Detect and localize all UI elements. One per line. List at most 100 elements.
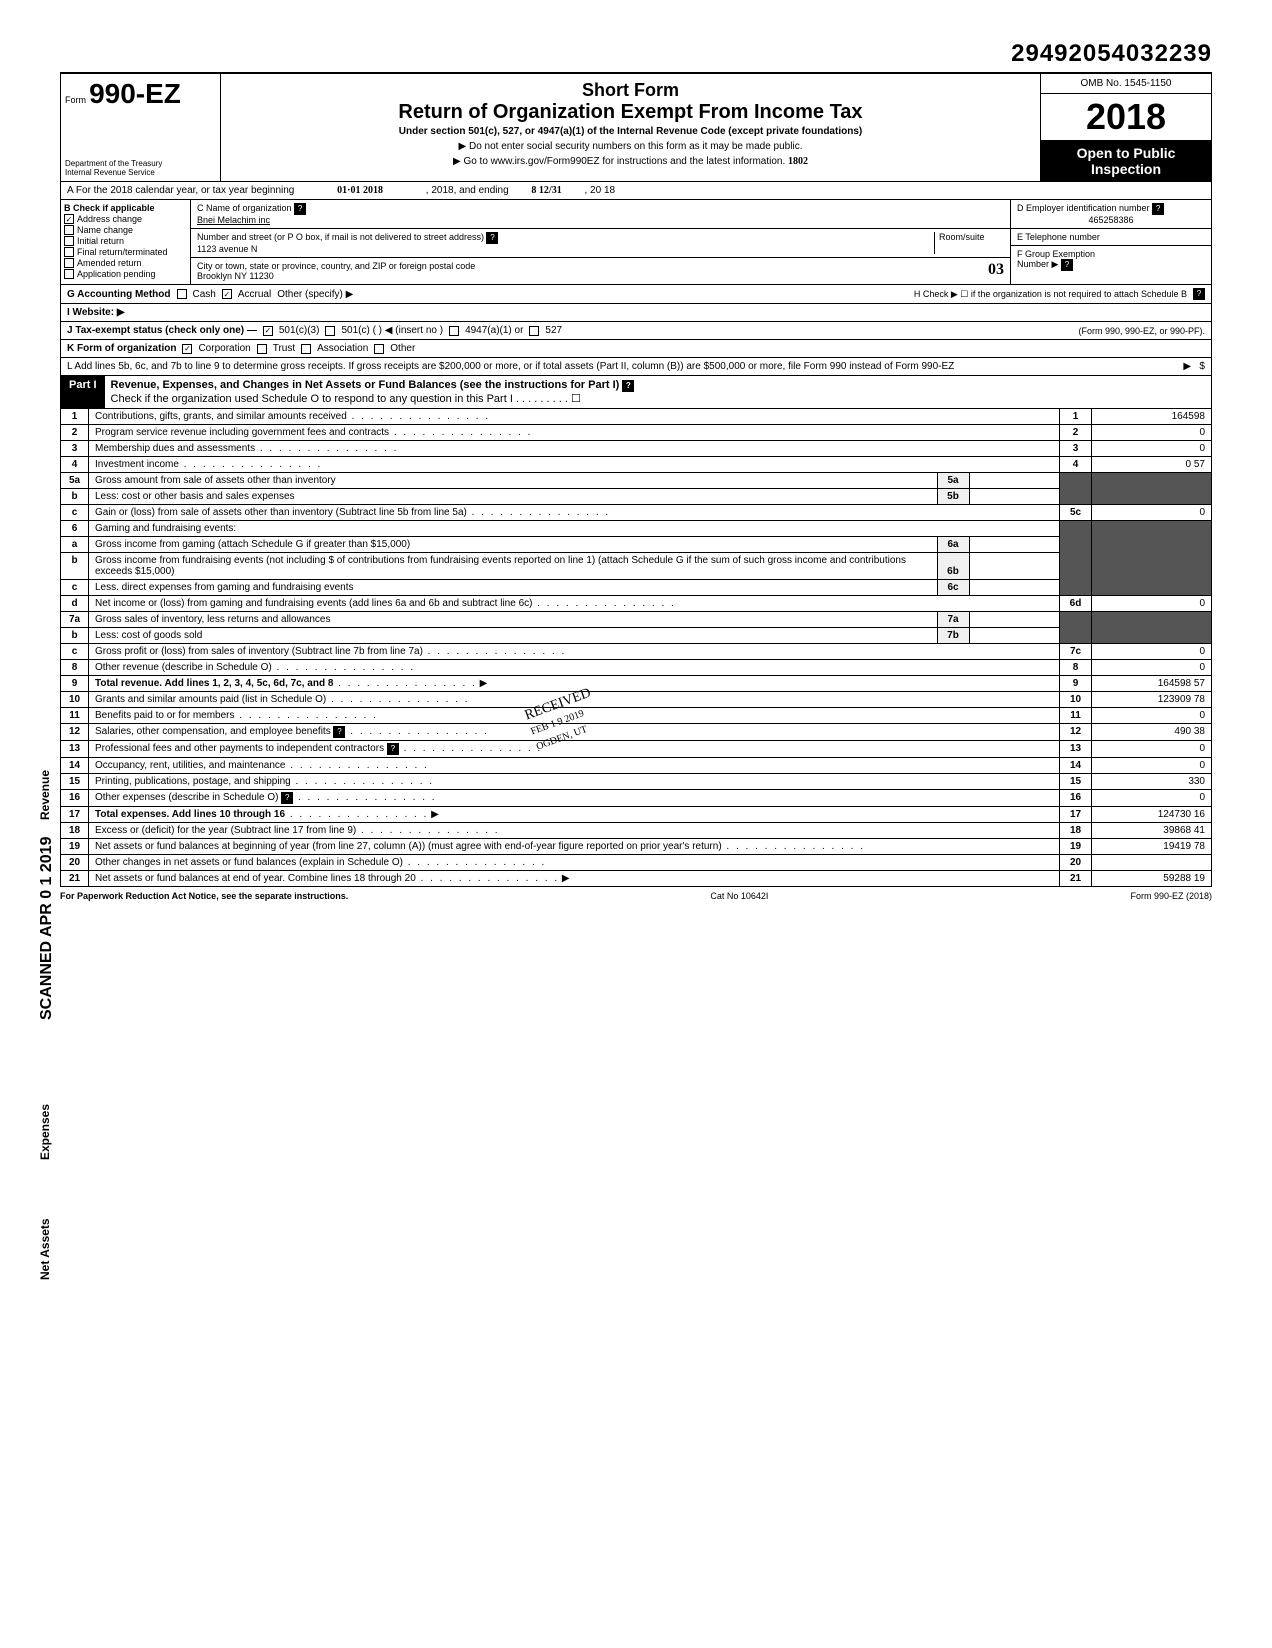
lbl-cash: Cash [193, 289, 216, 300]
sidebar-net-assets: Net Assets [38, 1218, 52, 1280]
section-b-header: B Check if applicable [64, 203, 187, 213]
line-value: 0 [1092, 644, 1212, 660]
chk-amended[interactable] [64, 258, 74, 268]
r-num: 13 [1060, 741, 1092, 758]
chk-501c[interactable] [325, 326, 335, 336]
r-num: 8 [1060, 660, 1092, 676]
group-exemption-label: F Group Exemption [1017, 249, 1095, 259]
line-num: c [61, 580, 89, 596]
line-value: 123909 78 [1092, 692, 1212, 708]
footer-left: For Paperwork Reduction Act Notice, see … [60, 891, 348, 901]
line-num: b [61, 489, 89, 505]
line-num: 8 [61, 660, 89, 676]
r-num: 7c [1060, 644, 1092, 660]
line-desc: Printing, publications, postage, and shi… [95, 776, 291, 787]
short-form-title: Short Form [231, 80, 1030, 101]
mid-num: 5a [937, 473, 969, 488]
tel-label: E Telephone number [1017, 232, 1100, 242]
chk-initial-return[interactable] [64, 236, 74, 246]
line-desc: Grants and similar amounts paid (list in… [95, 694, 326, 705]
line-value: 0 [1092, 660, 1212, 676]
mid-val [969, 489, 1059, 504]
website-label: I Website: ▶ [67, 307, 125, 318]
lbl-amended: Amended return [77, 258, 142, 268]
org-name: Bnei Melachim inc [197, 215, 270, 225]
r-num: 20 [1060, 855, 1092, 871]
help-icon[interactable]: ? [486, 232, 498, 244]
row-a: A For the 2018 calendar year, or tax yea… [60, 182, 1212, 200]
subtitle: Under section 501(c), 527, or 4947(a)(1)… [231, 126, 1030, 137]
help-icon[interactable]: ? [622, 380, 634, 392]
r-num: 3 [1060, 441, 1092, 457]
lbl-corp: Corporation [198, 343, 250, 354]
line-value: 59288 19 [1092, 871, 1212, 887]
r-num: 14 [1060, 758, 1092, 774]
chk-address-change[interactable]: ✓ [64, 214, 74, 224]
r-num: 18 [1060, 823, 1092, 839]
line-num: 15 [61, 774, 89, 790]
help-icon[interactable]: ? [1193, 288, 1205, 300]
line-num: a [61, 537, 89, 553]
line-desc: Gross income from fundraising events (no… [95, 555, 906, 577]
line-desc: Gross sales of inventory, less returns a… [95, 614, 330, 625]
hand-1802: 1802 [788, 156, 808, 167]
accounting-label: G Accounting Method [67, 289, 171, 300]
line-desc: Less: cost or other basis and sales expe… [95, 491, 295, 502]
help-icon[interactable]: ? [387, 743, 399, 755]
lbl-initial-return: Initial return [77, 236, 124, 246]
chk-4947[interactable] [449, 326, 459, 336]
chk-527[interactable] [529, 326, 539, 336]
chk-other-org[interactable] [374, 344, 384, 354]
r-num: 9 [1060, 676, 1092, 692]
help-icon[interactable]: ? [294, 203, 306, 215]
city-label: City or town, state or province, country… [197, 261, 475, 271]
chk-final-return[interactable] [64, 247, 74, 257]
form-org-label: K Form of organization [67, 343, 176, 354]
lbl-final-return: Final return/terminated [77, 247, 168, 257]
mid-val [969, 612, 1059, 627]
line-value: 490 38 [1092, 724, 1212, 741]
hand-03: 03 [988, 261, 1004, 281]
begin-date: 01·01 2018 [337, 185, 383, 196]
ein-label: D Employer identification number [1017, 203, 1150, 213]
chk-name-change[interactable] [64, 225, 74, 235]
line-num: b [61, 553, 89, 580]
r-num: 1 [1060, 409, 1092, 425]
chk-accrual[interactable]: ✓ [222, 289, 232, 299]
line-value: 164598 [1092, 409, 1212, 425]
org-name-label: C Name of organization [197, 203, 292, 213]
chk-corp[interactable]: ✓ [182, 344, 192, 354]
line-num: 13 [61, 741, 89, 758]
city: Brooklyn NY 11230 [197, 271, 274, 281]
r-num: 17 [1060, 807, 1092, 823]
line-desc: Excess or (deficit) for the year (Subtra… [95, 825, 356, 836]
help-icon[interactable]: ? [1152, 203, 1164, 215]
chk-pending[interactable] [64, 269, 74, 279]
line-desc: Less. direct expenses from gaming and fu… [95, 582, 353, 593]
goto-instr: ▶ Go to www.irs.gov/Form990EZ for instru… [453, 156, 785, 167]
addr-label: Number and street (or P O box, if mail i… [197, 232, 484, 242]
chk-501c3[interactable]: ✓ [263, 326, 273, 336]
line-value: 164598 57 [1092, 676, 1212, 692]
r-num: 16 [1060, 790, 1092, 807]
line-desc: Gaming and fundraising events: [89, 521, 1060, 537]
chk-trust[interactable] [257, 344, 267, 354]
r-num: 19 [1060, 839, 1092, 855]
line-num: 3 [61, 441, 89, 457]
line-value: 0 [1092, 505, 1212, 521]
form-number: 990-EZ [89, 78, 181, 109]
mid-num: 7b [937, 628, 969, 643]
r-num: 2 [1060, 425, 1092, 441]
lbl-501c3: 501(c)(3) [279, 325, 320, 336]
open-public: Open to Public [1045, 145, 1207, 161]
line-desc: Program service revenue including govern… [95, 427, 389, 438]
line-desc: Gain or (loss) from sale of assets other… [95, 507, 467, 518]
line-desc: Membership dues and assessments [95, 443, 255, 454]
help-icon[interactable]: ? [1061, 259, 1073, 271]
chk-assoc[interactable] [301, 344, 311, 354]
line-num: 9 [61, 676, 89, 692]
line-desc: Contributions, gifts, grants, and simila… [95, 411, 347, 422]
help-icon[interactable]: ? [281, 792, 293, 804]
help-icon[interactable]: ? [333, 726, 345, 738]
chk-cash[interactable] [177, 289, 187, 299]
